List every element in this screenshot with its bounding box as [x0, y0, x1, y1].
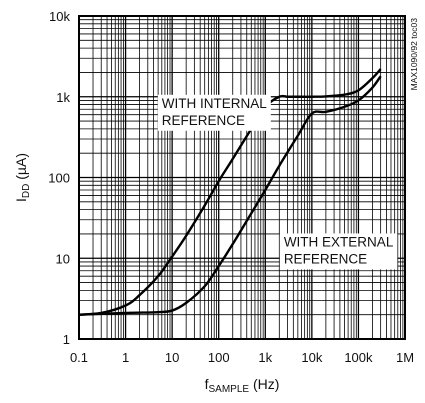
annotation-bg-2 — [279, 233, 398, 270]
x-tick-label: 100k — [344, 350, 373, 365]
x-axis-label-unit: (Hz) — [249, 376, 279, 392]
y-tick-label: 100 — [48, 171, 70, 186]
y-tick-label: 10 — [56, 251, 70, 266]
curve-annotations: WITH INTERNAL REFERENCE WITH EXTERNAL REFER… — [157, 94, 398, 270]
annotation-1-line-2: REFERENCE — [162, 113, 245, 128]
annotation-2-line-1: WITH EXTERNAL — [284, 234, 394, 249]
x-tick-label: 10k — [301, 350, 322, 365]
x-tick-label: 0.1 — [70, 350, 88, 365]
x-tick-label: 1M — [396, 350, 414, 365]
x-tick-labels: 0.1 1 10 100 1k 10k 100k 1M — [70, 350, 414, 365]
annotation-2-line-2: REFERENCE — [284, 251, 367, 266]
grid-lines — [78, 16, 405, 340]
y-axis-label-sub: DD — [21, 184, 32, 198]
series-line-2 — [78, 75, 382, 316]
x-axis-label-sub: SAMPLE — [208, 384, 249, 395]
annotation-bg-1 — [157, 94, 271, 131]
y-axis-label-unit: (µA) — [13, 153, 29, 184]
x-axis-label-main: f — [205, 376, 209, 392]
y-tick-label: 1 — [63, 332, 70, 347]
x-tick-label: 10 — [165, 350, 179, 365]
x-tick-label: 1k — [258, 350, 272, 365]
x-tick-label: 1 — [122, 350, 129, 365]
plot-frame — [78, 15, 406, 340]
y-tick-labels: 1 10 100 1k 10k — [48, 9, 70, 347]
figure-code: MAX1090/92 toc03 — [409, 18, 419, 91]
annotation-1-line-1: WITH INTERNAL — [162, 96, 267, 111]
x-axis-label: fSAMPLE (Hz) — [205, 376, 280, 395]
y-axis-label: IDD (µA) — [13, 153, 32, 202]
y-tick-label: 1k — [56, 90, 70, 105]
x-tick-label: 100 — [208, 350, 230, 365]
y-axis-label-main: I — [13, 198, 29, 202]
y-tick-label: 10k — [49, 9, 70, 24]
